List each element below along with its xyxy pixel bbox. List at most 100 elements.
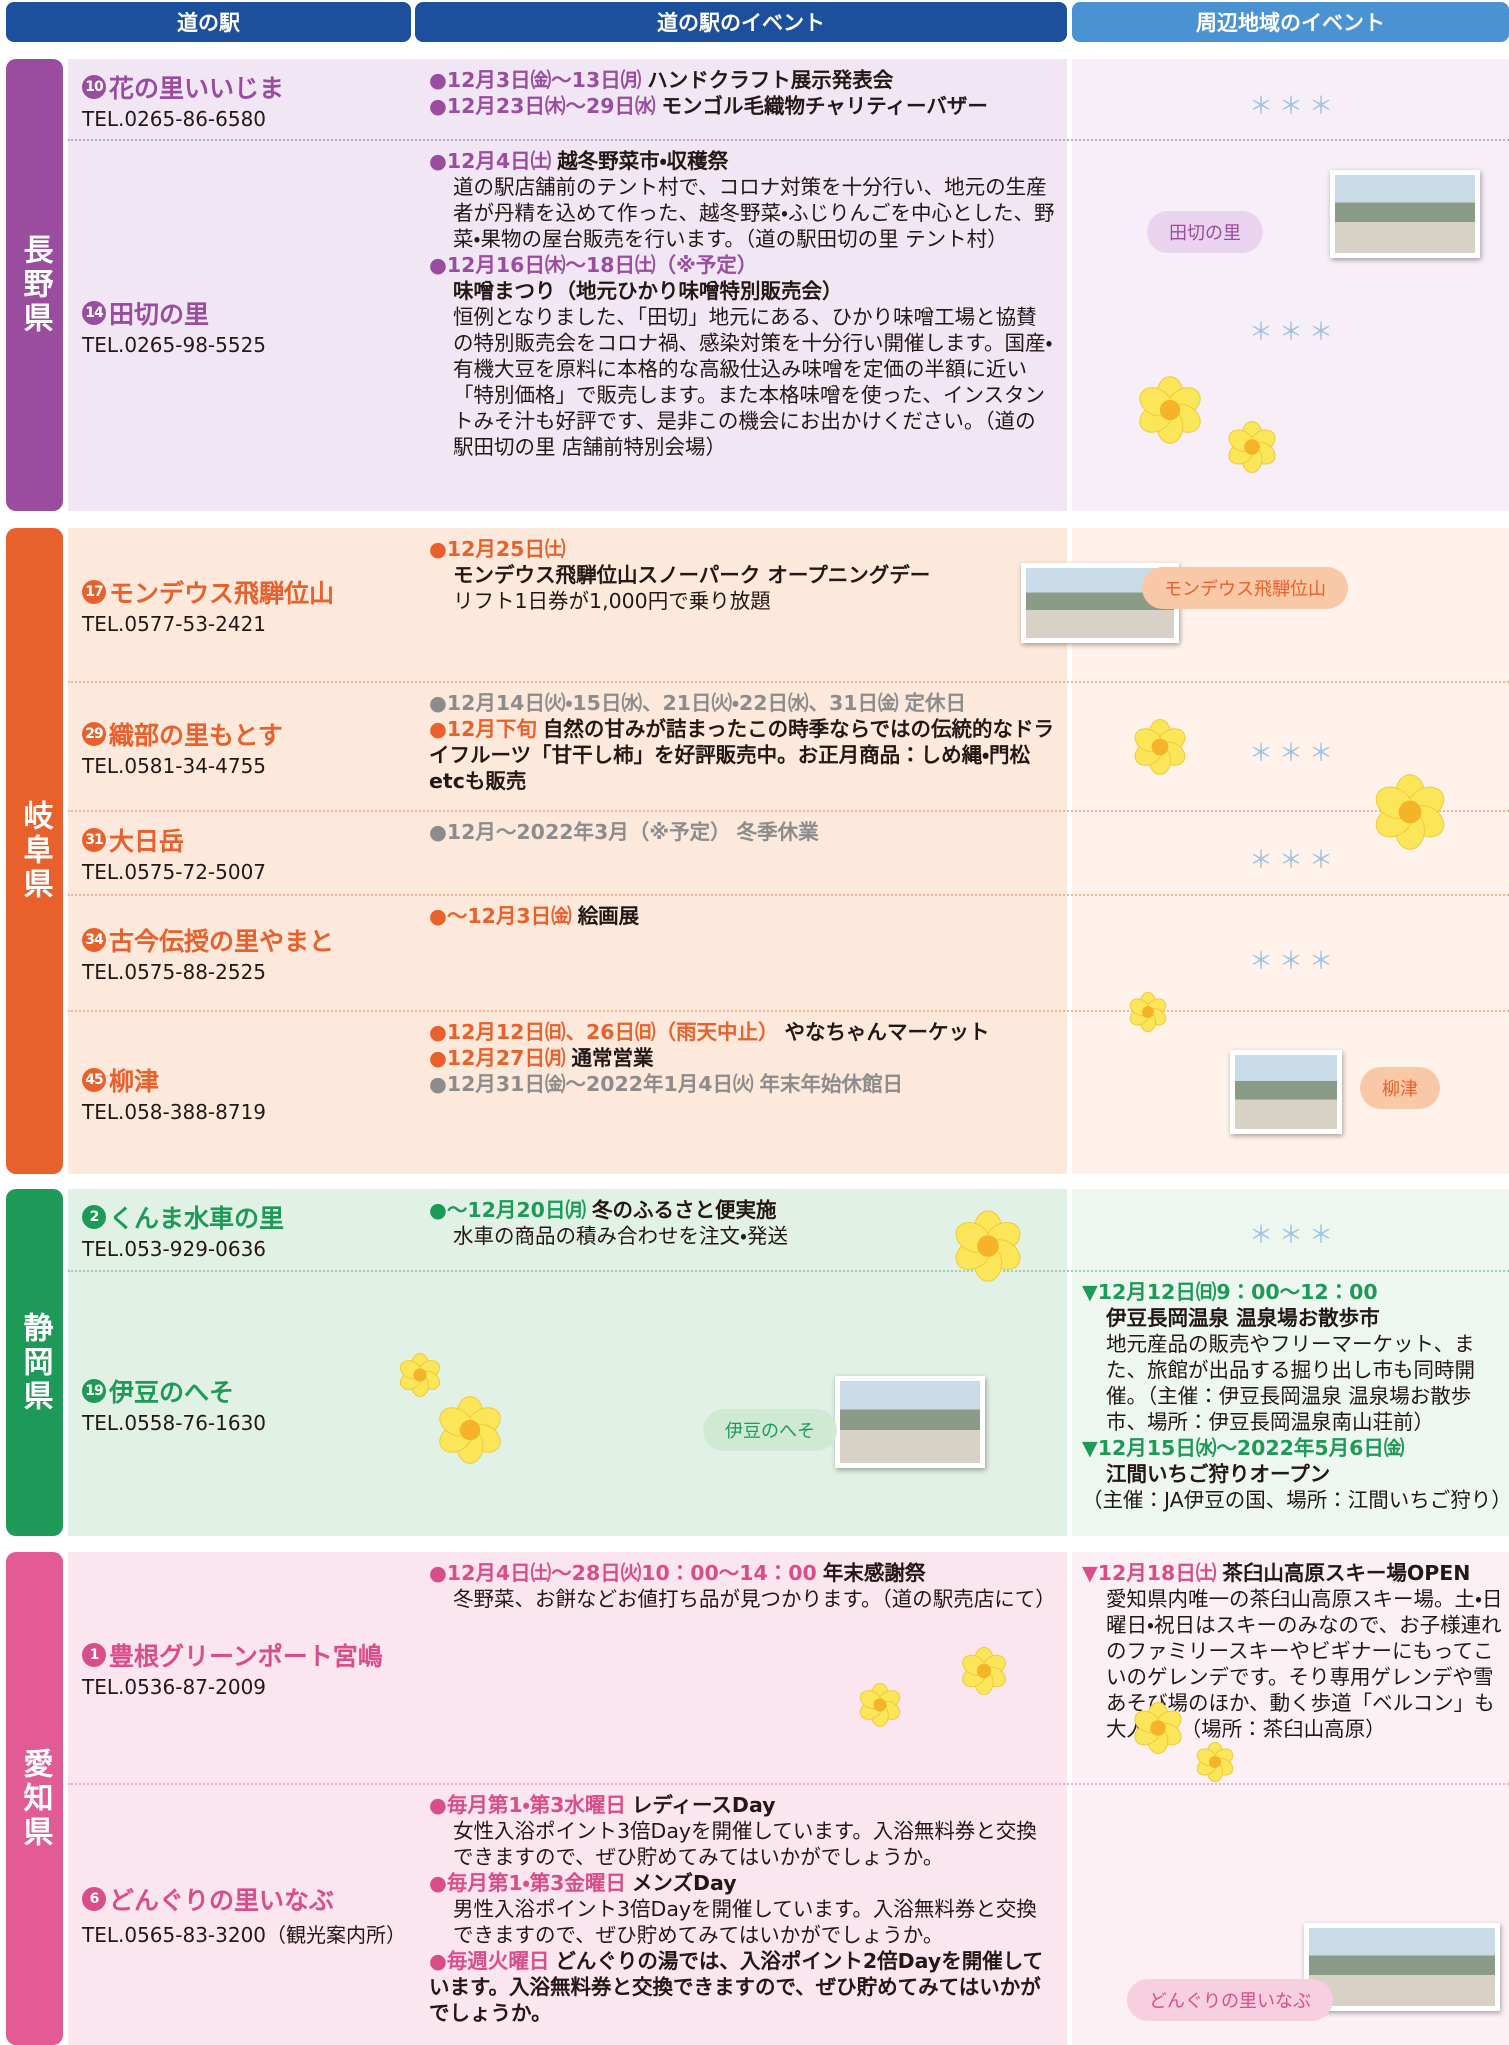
station-number: 17 [82,580,106,604]
station-cell: 29 織部の里もとす TEL.0581-34-4755 [68,682,411,811]
event: ●毎月第1・第3金曜日 メンズDay 男性入浴ポイント3倍Dayを開催しています。入… [429,1870,1055,1948]
events-cell: ●12月25日㈯ モンデウス飛騨位山スノーパーク オープニングデー リフト1日券が1… [415,528,1067,682]
event: ▼12月18日㈯ 茶臼山高原スキー場OPEN 愛知県内唯一の茶臼山高原スキー場。土・… [1082,1560,1503,1742]
flower-center [459,1419,481,1441]
event-body: 女性入浴ポイント3倍Dayを開催しています。入浴無料券と交換できますので、ぜひ貯… [453,1819,1037,1869]
station-tel: TEL.0536-87-2009 [82,1675,267,1699]
event-date: ●毎月第1・第3水曜日 [429,1793,626,1817]
row-bg [68,1189,1067,1271]
event-title: 江間いちご狩りオープン [1106,1462,1331,1486]
event-date: ▼12月12日㈰9：00～12：00 [1082,1280,1378,1304]
event-date: ▼12月18日㈯ [1082,1561,1217,1585]
event-body: 道の駅店舗前のテント村で、コロナ対策を十分行い、地元の生産者が丹精を込めて作った… [453,175,1055,251]
flower [1129,991,1167,1033]
flower-center [977,1235,999,1257]
event-date: ●～12月3日㈮ [429,904,572,928]
station-name: 6 どんぐりの里いなぶ [82,1881,411,1917]
area-stars: ＊＊＊ [1249,738,1339,767]
station-number: 29 [82,721,106,746]
row-bg [68,59,1067,140]
station-cell: 31 大日岳 TEL.0575-72-5007 [68,811,411,895]
event: ●12月～2022年3月（※予定） 冬季休業 [429,819,1055,845]
station-title: 田切の里 [109,299,210,329]
event: ●毎週火曜日 どんぐりの湯では、入浴ポイント2倍Dayを開催しています。入浴無料券… [429,1948,1055,2026]
event-title: 越冬野菜市・収穫祭 [557,149,729,173]
event-date: ●12月23日㈭～29日㈬ [429,94,656,118]
photo [1304,1923,1500,2011]
station-name: 17 モンデウス飛騨位山 [82,574,411,610]
flower-center [1150,1720,1166,1736]
area-stars: ＊＊＊ [1249,317,1339,346]
station-cell: 17 モンデウス飛騨位山 TEL.0577-53-2421 [68,528,411,682]
station-cell: 1 豊根グリーンポート宮嶋 TEL.0536-87-2009 [68,1552,411,1784]
event-title: 自然の甘みが詰まったこの時季ならではの伝統的なドライフルーツ「甘干し柿」を好評販… [429,717,1054,793]
event-date: ●毎月第1・第3金曜日 [429,1871,626,1895]
station-cell: 14 田切の里 TEL.0265-98-5525 [68,140,411,511]
row-bg [1072,895,1509,1011]
event-body: 男性入浴ポイント3倍Dayを開催しています。入浴無料券と交換できますので、ぜひ貯… [453,1897,1037,1947]
photo-label: モンデウス飛騨位山 [1142,567,1348,609]
header-cell: 道の駅 [6,2,411,42]
photo-label: どんぐりの里いなぶ [1127,1979,1333,2021]
flower [439,1396,501,1464]
area-stars: ＊＊＊ [1249,1220,1339,1249]
event-date: ●毎週火曜日 [429,1949,550,1973]
event-title: 定休日 [904,691,967,715]
station-number: 45 [82,1067,106,1092]
station-number: 31 [82,828,106,852]
station-cell: 10 花の里いいじま TEL.0265-86-6580 [68,59,411,140]
header-cell: 道の駅のイベント [415,2,1067,42]
row-bg [68,1552,1067,1784]
station-number: 6 [82,1887,106,1911]
flower [1228,421,1276,473]
event: ▼12月12日㈰9：00～12：00 伊豆長岡温泉 温泉場お散歩市 地元産品の販売や… [1082,1279,1503,1435]
event-date: ●12月16日㈭～18日㈯（※予定） [429,253,758,277]
area-stars: ＊＊＊ [1249,91,1339,120]
event: ●毎月第1・第3水曜日 レディースDay 女性入浴ポイント3倍Dayを開催しています… [429,1792,1055,1870]
events-cell: ●～12月3日㈮ 絵画展 [415,895,1067,1011]
row-bg [68,1784,1067,2045]
event-title: 絵画展 [577,904,640,928]
photo-label: 柳津 [1360,1067,1440,1109]
station-tel: TEL.0558-76-1630 [82,1410,267,1435]
header-cell: 周辺地域のイベント [1072,2,1509,42]
station-title: 豊根グリーンポート宮嶋 [109,1642,383,1671]
events-cell: ●12月12日㈰、26日㈰（雨天中止） やなちゃんマーケット ●12月27日㈪ 通常営… [415,1011,1067,1174]
row-bg [68,140,1067,511]
row-bg [68,682,1067,811]
station-number: 10 [82,74,106,99]
station-tel: TEL.053-929-0636 [82,1237,267,1261]
area-cell: ▼12月18日㈯ 茶臼山高原スキー場OPEN 愛知県内唯一の茶臼山高原スキー場。土・… [1072,1552,1509,1784]
flower [962,1646,1006,1696]
event: ●12月4日㈯ 越冬野菜市・収穫祭 道の駅店舗前のテント村で、コロナ対策を十分行い、… [429,148,1055,252]
photo-label: 田切の里 [1147,211,1263,253]
flower [955,1210,1021,1282]
row-separator [68,1783,1509,1785]
station-tel: TEL.0575-72-5007 [82,860,267,884]
prefecture-tab: 愛知県 [6,1552,63,2045]
events-cell: ●～12月20日㈪ 冬のふるさと便実施 水車の商品の積み合わせを注文・発送 [415,1189,1067,1271]
flower [859,1682,901,1728]
event-date: ▼12月15日㈬～2022年5月6日㈮ [1082,1436,1405,1460]
flower [1375,774,1445,850]
station-name: 19 伊豆のへそ [82,1373,411,1409]
row-bg [1072,59,1509,140]
station-tel: TEL.058-388-8719 [82,1099,267,1124]
event-date: ●12月14日㈫・15日㈬、21日㈫・22日㈬、31日㈮ [429,691,899,715]
row-bg [68,1011,1067,1174]
station-name: 45 柳津 [82,1062,411,1098]
event: ●12月下旬 自然の甘みが詰まったこの時季ならではの伝統的なドライフルーツ「甘干し… [429,716,1055,794]
event: ●12月16日㈭～18日㈯（※予定） 味噌まつり（地元ひかり味噌特別販売会） 恒例と… [429,252,1055,460]
prefecture-tab: 長野県 [6,59,63,511]
station-title: 花の里いいじま [109,73,285,103]
event: ●12月31日㈮～2022年1月4日㈫ 年末年始休館日 [429,1071,1055,1097]
event-date: ●12月27日㈪ [429,1046,566,1070]
row-separator [68,894,1509,896]
station-number: 14 [82,300,106,325]
station-title: どんぐりの里いなぶ [109,1886,335,1915]
area-cell: ▼12月12日㈰9：00～12：00 伊豆長岡温泉 温泉場お散歩市 地元産品の販売や… [1072,1271,1509,1536]
event-date: ●12月31日㈮～2022年1月4日㈫ [429,1072,754,1096]
station-tel: TEL.0581-34-4755 [82,753,267,778]
events-cell: ●12月14日㈫・15日㈬、21日㈫・22日㈬、31日㈮ 定休日 ●12月下旬 自然の… [415,682,1067,811]
station-title: くんま水車の里 [109,1204,285,1233]
